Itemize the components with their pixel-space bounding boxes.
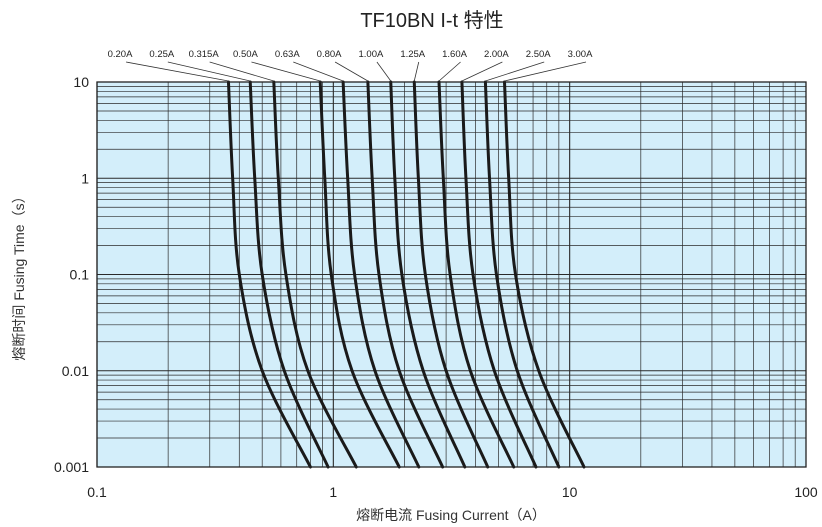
- fuse-curve-0.80A: [366, 80, 445, 469]
- fuse-curve-0.50A: [318, 80, 401, 469]
- fuse-curve-0.25A: [248, 80, 330, 469]
- fuse-curve-0.20A: [226, 80, 312, 469]
- legend-label: 1.60A: [442, 49, 467, 60]
- legend-label: 0.63A: [275, 49, 300, 60]
- legend-leader-line: [209, 61, 274, 82]
- legend: 0.20A 0.25A 0.315A 0.50A 0.63A 0.80A 1.00A 1.25…: [108, 49, 593, 82]
- y-tick-label: 10: [73, 74, 89, 90]
- legend-leader-line: [461, 61, 503, 82]
- fuse-curve-0.315A: [272, 80, 358, 469]
- y-tick-label: 0.001: [54, 459, 89, 475]
- legend-label: 1.25A: [400, 49, 425, 60]
- x-tick-label: 10: [562, 484, 578, 500]
- x-axis-ticks: 0.1 1 10 100: [87, 484, 818, 500]
- x-tick-label: 100: [794, 484, 818, 500]
- legend-leader-line: [251, 61, 321, 82]
- legend-leader-line: [167, 61, 251, 82]
- y-tick-label: 1: [81, 170, 89, 186]
- legend-label: 3.00A: [568, 49, 593, 60]
- legend-label: 0.20A: [108, 49, 133, 60]
- chart-title: TF10BN I-t 特性: [360, 9, 503, 32]
- fuse-curve-3.00A: [503, 80, 586, 469]
- legend-leader-line: [293, 61, 344, 82]
- x-axis-label: 熔断电流 Fusing Current（A）: [356, 507, 546, 523]
- legend-leader-line: [334, 61, 369, 82]
- legend-label: 0.315A: [189, 49, 220, 60]
- fuse-curve-2.00A: [460, 80, 538, 469]
- legend-label: 2.00A: [484, 49, 509, 60]
- x-tick-label: 1: [329, 484, 337, 500]
- legend-label: 2.50A: [526, 49, 551, 60]
- y-axis-ticks: 10 1 0.1 0.01 0.001: [54, 74, 89, 475]
- x-tick-label: 0.1: [87, 484, 107, 500]
- fuse-curve-1.00A: [389, 80, 467, 469]
- legend-leader-line: [504, 61, 587, 82]
- legend-leader-line: [413, 61, 420, 82]
- y-tick-label: 0.01: [62, 363, 89, 379]
- fuse-curve-0.63A: [341, 80, 421, 469]
- y-axis-label: 熔断时间 Fusing Time（s）: [11, 189, 27, 360]
- legend-label: 0.80A: [317, 49, 342, 60]
- fuse-curves: [226, 80, 586, 469]
- legend-leader-line: [438, 61, 461, 82]
- y-tick-label: 0.1: [70, 267, 90, 283]
- legend-leader-line: [125, 61, 229, 82]
- legend-label: 1.00A: [358, 49, 383, 60]
- fuse-curve-2.50A: [483, 80, 561, 469]
- plot-frame: [96, 81, 807, 468]
- legend-label: 0.50A: [233, 49, 258, 60]
- legend-leader-line: [485, 61, 545, 82]
- legend-label: 0.25A: [149, 49, 174, 60]
- fuse-curve-1.60A: [437, 80, 516, 469]
- fuse-curve-1.25A: [412, 80, 490, 469]
- legend-leader-line: [376, 61, 392, 82]
